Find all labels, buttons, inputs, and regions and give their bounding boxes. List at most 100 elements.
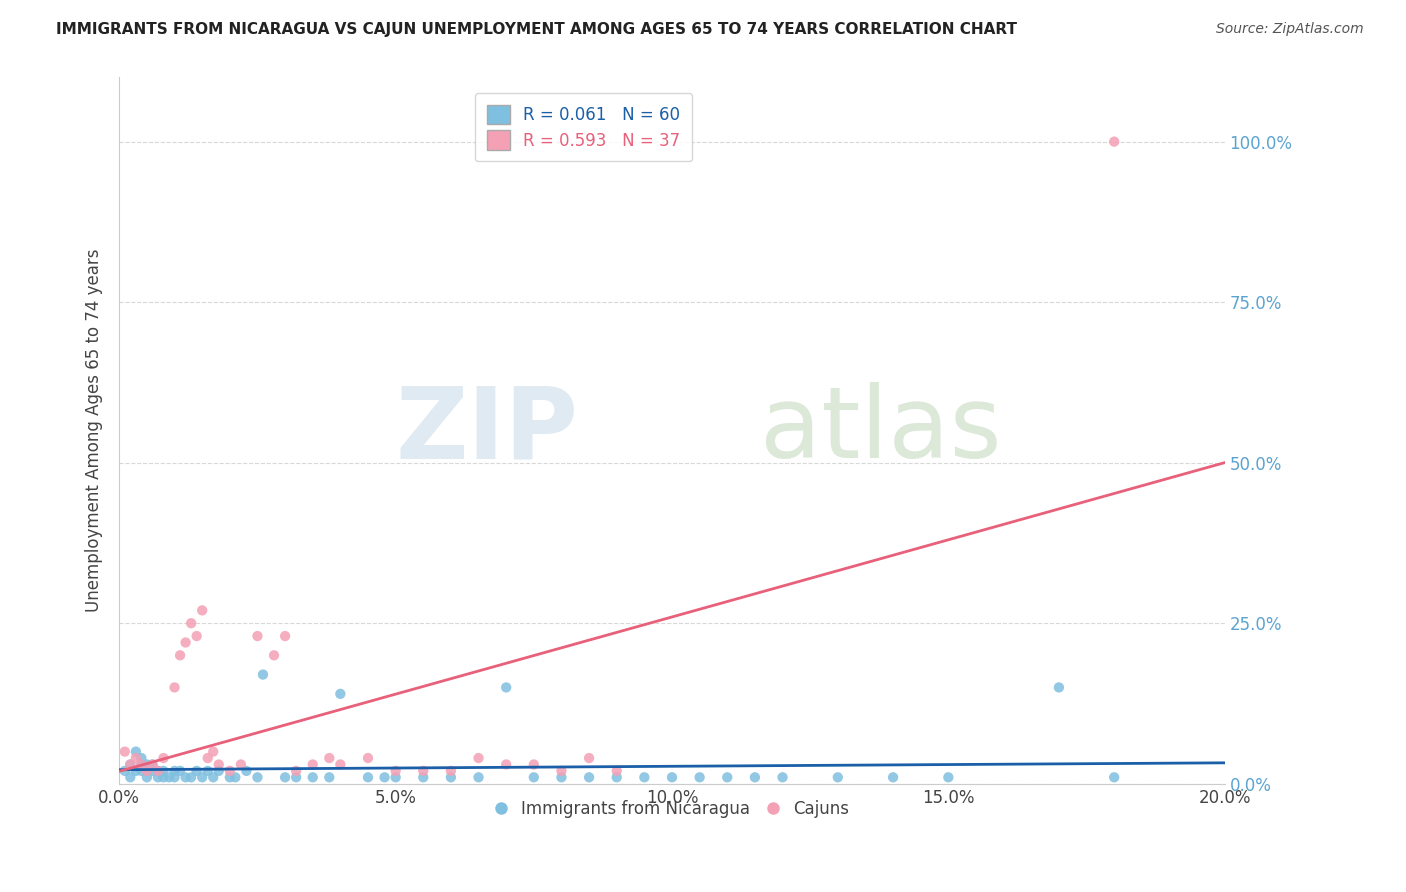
Point [246,770,269,784]
Point [578,770,600,784]
Point [146,770,169,784]
Point [114,764,136,778]
Text: ZIP: ZIP [395,382,578,479]
Point [357,770,380,784]
Point [135,764,157,778]
Point [157,770,180,784]
Point [163,764,186,778]
Point [329,687,352,701]
Point [263,648,285,663]
Point [523,770,546,784]
Point [550,764,572,778]
Point [131,757,153,772]
Point [169,648,191,663]
Point [135,770,157,784]
Point [1102,770,1125,784]
Point [174,635,197,649]
Point [224,770,246,784]
Text: atlas: atlas [761,382,1002,479]
Point [163,770,186,784]
Point [384,770,406,784]
Point [285,764,308,778]
Point [440,764,463,778]
Point [180,770,202,784]
Point [120,757,142,772]
Point [938,770,960,784]
Point [440,770,463,784]
Point [120,757,142,772]
Point [661,770,683,784]
Point [467,751,489,765]
Point [141,764,163,778]
Point [329,757,352,772]
Point [186,764,208,778]
Point [412,770,434,784]
Point [218,764,240,778]
Point [141,757,163,772]
Point [146,764,169,778]
Point [202,745,225,759]
Point [827,770,849,784]
Point [274,629,297,643]
Point [141,757,163,772]
Point [301,757,323,772]
Point [550,770,572,784]
Point [197,764,219,778]
Point [578,751,600,765]
Point [131,757,153,772]
Point [191,770,214,784]
Point [229,757,252,772]
Point [252,667,274,681]
Point [495,681,517,695]
Point [689,770,711,784]
Point [772,770,794,784]
Point [1102,135,1125,149]
Point [374,770,396,784]
Point [744,770,766,784]
Point [135,757,157,772]
Point [301,770,323,784]
Text: IMMIGRANTS FROM NICARAGUA VS CAJUN UNEMPLOYMENT AMONG AGES 65 TO 74 YEARS CORREL: IMMIGRANTS FROM NICARAGUA VS CAJUN UNEMP… [56,22,1017,37]
Legend: Immigrants from Nicaragua, Cajuns: Immigrants from Nicaragua, Cajuns [488,794,856,825]
Point [152,770,174,784]
Point [318,770,340,784]
Point [523,757,546,772]
Text: Source: ZipAtlas.com: Source: ZipAtlas.com [1216,22,1364,37]
Point [163,681,186,695]
Point [125,745,148,759]
Point [202,770,225,784]
Point [146,764,169,778]
Point [131,764,153,778]
Point [467,770,489,784]
Point [125,751,148,765]
Point [169,764,191,778]
Point [208,757,231,772]
Point [633,770,655,784]
Point [120,770,142,784]
Point [606,770,628,784]
Point [152,764,174,778]
Point [412,764,434,778]
Point [197,751,219,765]
Point [208,764,231,778]
Point [135,764,157,778]
Point [152,751,174,765]
Point [235,764,257,778]
Point [274,770,297,784]
Point [191,603,214,617]
Point [186,629,208,643]
Point [180,616,202,631]
Y-axis label: Unemployment Among Ages 65 to 74 years: Unemployment Among Ages 65 to 74 years [86,249,103,612]
Point [495,757,517,772]
Point [174,770,197,784]
Point [114,745,136,759]
Point [318,751,340,765]
Point [882,770,904,784]
Point [716,770,738,784]
Point [125,764,148,778]
Point [606,764,628,778]
Point [246,629,269,643]
Point [285,770,308,784]
Point [131,751,153,765]
Point [1047,681,1070,695]
